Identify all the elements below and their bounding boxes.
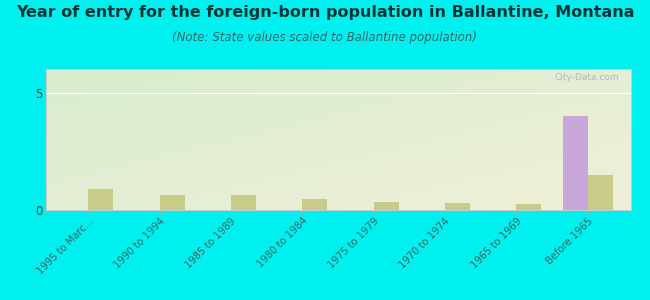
Text: Year of entry for the foreign-born population in Ballantine, Montana: Year of entry for the foreign-born popul… xyxy=(16,4,634,20)
Bar xyxy=(588,175,613,210)
Bar xyxy=(302,200,328,210)
Text: (Note: State values scaled to Ballantine population): (Note: State values scaled to Ballantine… xyxy=(172,32,478,44)
Text: City-Data.com: City-Data.com xyxy=(554,73,619,82)
Bar xyxy=(563,116,588,210)
Bar xyxy=(445,203,470,210)
Bar xyxy=(160,195,185,210)
Bar xyxy=(231,195,256,210)
Bar xyxy=(88,189,113,210)
Bar xyxy=(374,202,398,210)
Bar xyxy=(516,204,541,210)
